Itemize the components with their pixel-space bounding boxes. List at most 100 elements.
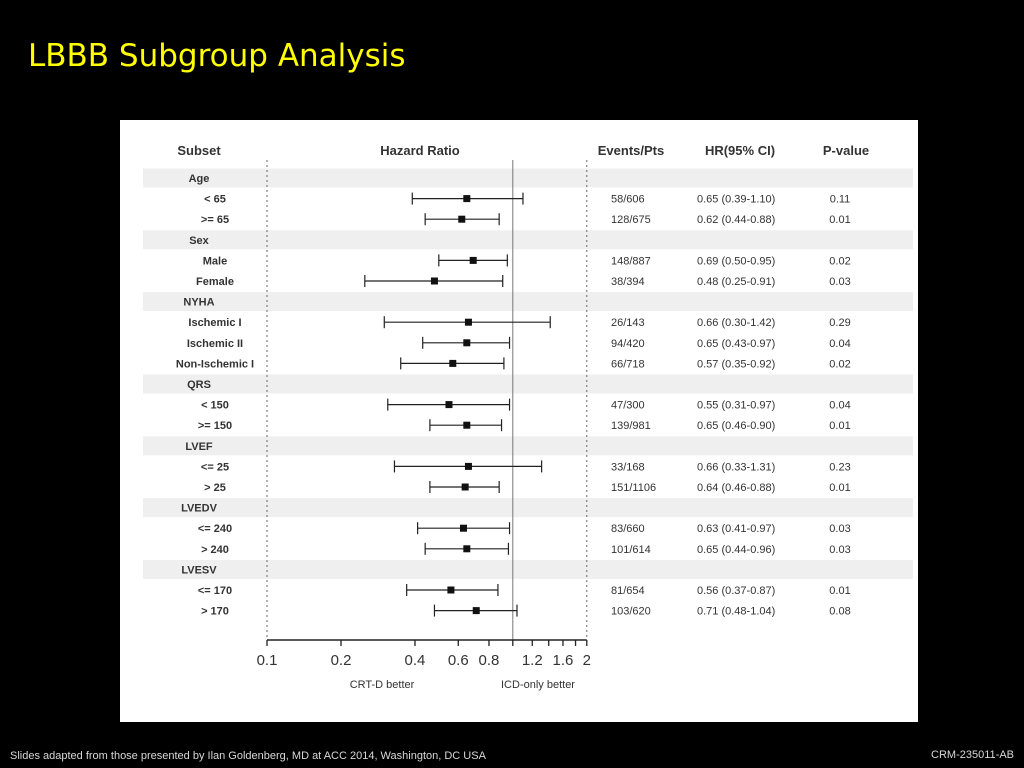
subgroup-label: < 65 [204,194,226,206]
header-events: Events/Pts [598,143,664,158]
hr-ci-value: 0.65 (0.43-0.97) [697,338,775,350]
p-value: 0.08 [829,606,850,618]
hr-ci-value: 0.56 (0.37-0.87) [697,585,775,597]
events-value: 81/654 [611,585,645,597]
p-value: 0.03 [829,276,850,288]
hr-point [464,462,472,470]
p-value: 0.01 [829,585,850,597]
slide-title: LBBB Subgroup Analysis [28,38,406,74]
hr-ci-value: 0.66 (0.30-1.42) [697,317,775,329]
subgroup-label: <= 170 [198,585,232,597]
x-tick-label: 1.2 [522,652,543,669]
right-annotation: ICD-only better [501,679,575,691]
p-value: 0.01 [829,420,850,432]
events-value: 148/887 [611,255,651,267]
p-value: 0.02 [829,255,850,267]
p-value: 0.02 [829,358,850,370]
events-value: 139/981 [611,420,651,432]
p-value: 0.03 [829,544,850,556]
hr-point [458,215,466,223]
hr-point [463,195,471,203]
subgroup-label: > 240 [201,544,229,556]
group-label: NYHA [183,297,214,309]
events-value: 103/620 [611,606,651,618]
subgroup-label: < 150 [201,400,229,412]
p-value: 0.01 [829,482,850,494]
subgroup-label: > 25 [204,482,226,494]
footer-code: CRM-235011-AB [931,749,1014,761]
group-label: LVEF [185,441,213,453]
subgroup-label: >= 65 [201,214,229,226]
subgroup-label: > 170 [201,606,229,618]
header-hazard-ratio: Hazard Ratio [380,143,460,158]
group-label: LVESV [181,564,217,576]
events-value: 66/718 [611,358,645,370]
p-value: 0.23 [829,461,850,473]
p-value: 0.03 [829,523,850,535]
footer-credit: Slides adapted from those presented by I… [10,750,486,762]
hr-point [461,483,469,491]
forest-plot-panel: Subset Hazard Ratio Events/Pts HR(95% CI) P-… [120,120,918,722]
group-band [143,436,913,456]
header-hr-ci: HR(95% CI) [705,143,775,158]
x-tick-label: 1.6 [553,652,574,669]
hr-ci-value: 0.66 (0.33-1.31) [697,461,775,473]
group-band [143,498,913,518]
group-band [143,559,913,579]
subgroup-label: Female [196,276,234,288]
hr-ci-value: 0.65 (0.44-0.96) [697,544,775,556]
x-tick-label: 0.2 [331,652,352,669]
hr-point [463,545,471,553]
subgroup-label: Male [203,255,227,267]
x-tick-label: 0.8 [479,652,500,669]
hr-point [463,421,471,429]
group-label: QRS [187,379,211,391]
events-value: 33/168 [611,461,645,473]
group-band [143,292,913,312]
p-value: 0.01 [829,214,850,226]
hr-ci-value: 0.55 (0.31-0.97) [697,400,775,412]
subgroup-label: <= 25 [201,461,229,473]
p-value: 0.04 [829,400,850,412]
left-annotation: CRT-D better [350,679,415,691]
subgroup-label: Ischemic II [187,338,243,350]
header-subset: Subset [177,143,221,158]
hr-ci-value: 0.69 (0.50-0.95) [697,255,775,267]
subgroup-label: >= 150 [198,420,232,432]
group-band [143,168,913,188]
events-value: 151/1106 [611,482,656,494]
subgroup-label: Non-Ischemic I [176,358,254,370]
events-value: 58/606 [611,194,645,206]
hr-point [430,277,438,285]
hr-ci-value: 0.71 (0.48-1.04) [697,606,775,618]
subgroup-label: <= 240 [198,523,232,535]
hr-point [472,607,480,615]
forest-plot: Subset Hazard Ratio Events/Pts HR(95% CI) P-… [143,143,913,691]
hr-point [447,586,455,594]
hr-ci-value: 0.64 (0.46-0.88) [697,482,775,494]
x-tick-label: 0.6 [448,652,469,669]
x-tick-label: 0.1 [257,652,278,669]
events-value: 101/614 [611,544,651,556]
p-value: 0.04 [829,338,850,350]
group-band [143,230,913,250]
x-tick-label: 0.4 [405,652,426,669]
group-label: Sex [189,235,209,247]
events-value: 38/394 [611,276,645,288]
hr-ci-value: 0.62 (0.44-0.88) [697,214,775,226]
group-label: Age [189,173,210,185]
hr-ci-value: 0.65 (0.46-0.90) [697,420,775,432]
group-band [143,374,913,394]
subgroup-label: Ischemic I [188,317,241,329]
hr-point [463,339,471,347]
group-label: LVEDV [181,503,218,515]
hr-point [459,524,467,532]
hr-ci-value: 0.57 (0.35-0.92) [697,358,775,370]
header-p-value: P-value [823,143,869,158]
events-value: 26/143 [611,317,645,329]
p-value: 0.11 [830,194,851,206]
p-value: 0.29 [829,317,850,329]
hr-point [449,359,457,367]
hr-point [464,318,472,326]
x-tick-label: 2 [583,652,591,669]
